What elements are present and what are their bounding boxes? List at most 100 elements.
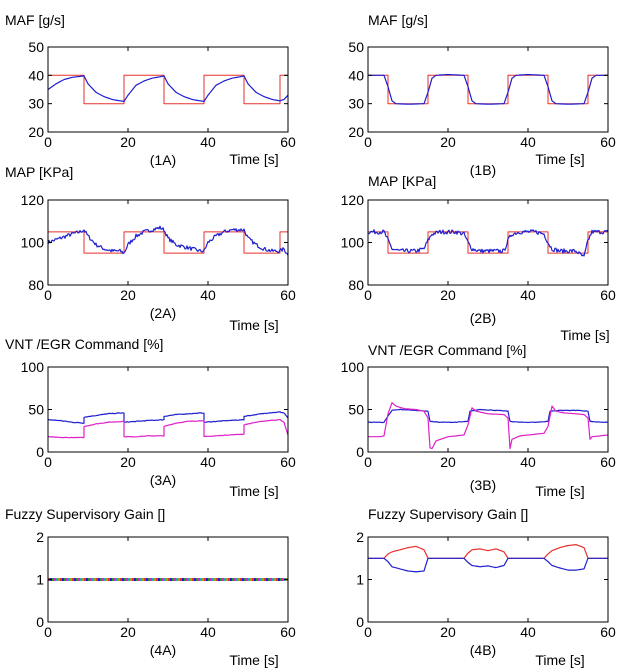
x-axis-label: Time [s] [229, 483, 278, 499]
series-2a-blue [48, 225, 288, 256]
plot-frame [367, 199, 609, 286]
series-1a-blue [48, 75, 288, 103]
series-4b-red [368, 543, 608, 559]
panel-label: (3A) [150, 472, 176, 488]
y-tick-label: 20 [28, 124, 44, 140]
x-tick-label: 60 [600, 287, 616, 303]
x-axis-label: Time [s] [535, 652, 584, 668]
panel-3a: VNT /EGR Command [%] 0 20 40 60 0 50 100 (3A) Tim… [5, 336, 296, 499]
x-axis-label: Time [s] [229, 652, 278, 668]
plot-frame [47, 46, 289, 133]
panel-4a: Fuzzy Supervisory Gain [] 0 20 40 60 0 1 2 (4A) T… [5, 506, 296, 668]
x-tick-label: 40 [200, 624, 216, 640]
y-tick-label: 1 [36, 572, 44, 588]
plot-frame [47, 366, 289, 453]
y-tick-label: 2 [36, 529, 44, 545]
plot-frame [367, 46, 609, 133]
panel-label: (1A) [150, 152, 176, 168]
y-tick-label: 40 [28, 67, 44, 83]
panel-title: Fuzzy Supervisory Gain [] [368, 506, 528, 522]
x-tick-label: 0 [364, 134, 372, 150]
x-tick-label: 20 [440, 287, 456, 303]
x-tick-label: 20 [120, 287, 136, 303]
series-2a-red [48, 231, 288, 254]
x-tick-label: 0 [44, 624, 52, 640]
panel-3b: VNT /EGR Command [%] 0 20 40 60 0 50 100 (3B) Tim… [341, 342, 616, 499]
y-tick-label: 30 [348, 96, 364, 112]
y-tick-label: 0 [356, 444, 364, 460]
series-3a-blue [48, 411, 288, 424]
y-tick-label: 20 [348, 124, 364, 140]
series-4b-blue [368, 557, 608, 573]
panel-label: (2A) [150, 305, 176, 321]
x-tick-label: 60 [280, 287, 296, 303]
series-3a-magenta [48, 419, 288, 439]
series-2b-red [368, 231, 608, 254]
y-tick-label: 50 [348, 402, 364, 418]
series-3b-blue [368, 408, 608, 424]
x-axis-label: Time [s] [229, 151, 278, 167]
x-tick-label: 60 [600, 624, 616, 640]
x-tick-label: 60 [280, 624, 296, 640]
y-tick-label: 80 [28, 277, 44, 293]
x-tick-label: 20 [440, 624, 456, 640]
x-axis-label: Time [s] [535, 483, 584, 499]
x-tick-label: 60 [280, 134, 296, 150]
panel-title: Fuzzy Supervisory Gain [] [5, 506, 165, 522]
panel-title: MAF [g/s] [5, 12, 65, 28]
y-tick-label: 80 [348, 277, 364, 293]
x-tick-label: 40 [520, 287, 536, 303]
panel-label: (4A) [150, 642, 176, 658]
y-tick-label: 0 [36, 444, 44, 460]
y-tick-label: 1 [356, 572, 364, 588]
y-tick-label: 2 [356, 529, 364, 545]
y-tick-label: 50 [348, 39, 364, 55]
y-tick-label: 40 [348, 67, 364, 83]
x-tick-label: 20 [120, 134, 136, 150]
x-tick-label: 0 [44, 454, 52, 470]
panel-label: (3B) [470, 477, 496, 493]
panel-2b: MAP [KPa] 0 20 40 60 80 100 120 (2B) Time [s] [341, 173, 616, 343]
panel-label: (2B) [470, 310, 496, 326]
x-tick-label: 20 [440, 454, 456, 470]
series-3b-magenta [368, 402, 608, 450]
x-tick-label: 40 [520, 134, 536, 150]
panel-2a: MAP [KPa] 0 20 40 60 80 100 120 (2A) Time [s] [5, 164, 296, 333]
y-tick-label: 120 [341, 192, 365, 208]
y-tick-label: 0 [36, 614, 44, 630]
y-tick-label: 30 [28, 96, 44, 112]
series-1b-blue [368, 73, 608, 105]
series-1b-red [368, 74, 608, 105]
x-tick-label: 0 [364, 454, 372, 470]
panel-title: MAP [KPa] [5, 164, 73, 180]
y-tick-label: 100 [341, 359, 365, 375]
x-tick-label: 40 [200, 134, 216, 150]
y-tick-label: 120 [21, 192, 45, 208]
x-tick-label: 0 [364, 287, 372, 303]
y-tick-label: 0 [356, 614, 364, 630]
x-tick-label: 40 [200, 454, 216, 470]
x-tick-label: 60 [280, 454, 296, 470]
x-tick-label: 0 [364, 624, 372, 640]
x-tick-label: 40 [520, 624, 536, 640]
panel-title: MAP [KPa] [368, 173, 436, 189]
x-tick-label: 20 [120, 454, 136, 470]
x-tick-label: 60 [600, 134, 616, 150]
x-tick-label: 0 [44, 287, 52, 303]
panel-label: (4B) [470, 642, 496, 658]
x-axis-label: Time [s] [535, 151, 584, 167]
panel-label: (1B) [470, 162, 496, 178]
y-tick-label: 100 [21, 359, 45, 375]
x-axis-label: Time [s] [560, 327, 609, 343]
plot-frame [367, 536, 609, 623]
x-tick-label: 20 [120, 624, 136, 640]
x-tick-label: 0 [44, 134, 52, 150]
x-tick-label: 40 [520, 454, 536, 470]
x-tick-label: 60 [600, 454, 616, 470]
series-2b-blue [368, 229, 608, 257]
panel-title: MAF [g/s] [368, 12, 428, 28]
y-tick-label: 100 [341, 235, 365, 251]
y-tick-label: 50 [28, 39, 44, 55]
series-1a-red [48, 74, 288, 105]
